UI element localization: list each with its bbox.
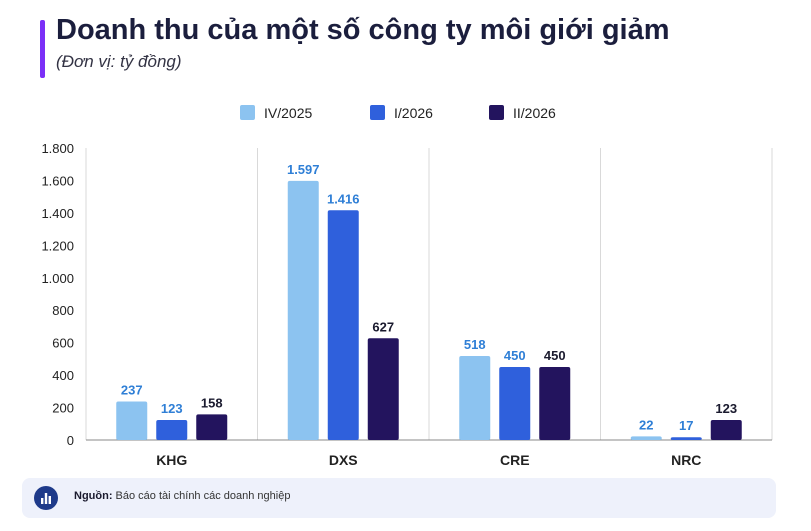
data-label: 237 bbox=[121, 383, 143, 398]
data-label: 450 bbox=[504, 348, 526, 363]
y-tick-label: 0 bbox=[67, 433, 74, 448]
source-note: Nguồn: Báo cáo tài chính các doanh nghiệ… bbox=[22, 478, 776, 518]
data-label: 17 bbox=[679, 418, 693, 433]
bar bbox=[459, 355, 491, 440]
bar bbox=[156, 420, 188, 440]
source-label: Nguồn: bbox=[74, 490, 113, 502]
legend-label: II/2026 bbox=[513, 105, 556, 121]
y-tick-label: 1.600 bbox=[41, 173, 74, 188]
bar bbox=[367, 338, 399, 440]
y-tick-label: 1.400 bbox=[41, 206, 74, 221]
page-title: Doanh thu của một số công ty môi giới gi… bbox=[56, 14, 670, 46]
data-label: 22 bbox=[639, 417, 653, 432]
data-label: 158 bbox=[201, 395, 223, 410]
bar bbox=[196, 414, 228, 440]
bar bbox=[670, 437, 702, 440]
x-tick-label: KHG bbox=[156, 452, 187, 468]
legend-label: IV/2025 bbox=[264, 105, 312, 121]
x-tick-label: DXS bbox=[329, 452, 358, 468]
legend-swatch bbox=[370, 105, 385, 120]
y-tick-label: 1.200 bbox=[41, 238, 74, 253]
page-subtitle: (Đơn vị: tỷ đồng) bbox=[56, 52, 182, 71]
bar bbox=[539, 367, 571, 440]
y-tick-label: 400 bbox=[52, 368, 74, 383]
legend-swatch bbox=[240, 105, 255, 120]
bar bbox=[710, 420, 742, 440]
bar bbox=[116, 401, 148, 440]
y-tick-label: 800 bbox=[52, 303, 74, 318]
accent-bar bbox=[40, 20, 45, 78]
data-label: 1.597 bbox=[287, 162, 320, 177]
data-label: 627 bbox=[372, 319, 394, 334]
source-text: Báo cáo tài chính các doanh nghiệp bbox=[115, 490, 291, 502]
bar bbox=[287, 180, 319, 441]
legend-swatch bbox=[489, 105, 504, 120]
y-tick-label: 600 bbox=[52, 336, 74, 351]
data-label: 450 bbox=[544, 348, 566, 363]
bar-chart-icon bbox=[34, 486, 58, 510]
x-tick-label: NRC bbox=[671, 452, 701, 468]
bar bbox=[327, 210, 359, 440]
y-tick-label: 1.800 bbox=[41, 141, 74, 156]
y-tick-label: 1.000 bbox=[41, 271, 74, 286]
bar bbox=[630, 436, 662, 440]
x-tick-label: CRE bbox=[500, 452, 530, 468]
data-label: 123 bbox=[715, 401, 737, 416]
y-tick-label: 200 bbox=[52, 401, 74, 416]
bar-chart: 0 200 400 600 800 1.000 1.200 1.400 1.600 1.800 23… bbox=[41, 105, 773, 468]
data-label: 123 bbox=[161, 401, 183, 416]
legend-label: I/2026 bbox=[394, 105, 433, 121]
data-label: 1.416 bbox=[327, 191, 360, 206]
data-label: 518 bbox=[464, 337, 486, 352]
bar bbox=[499, 367, 531, 440]
